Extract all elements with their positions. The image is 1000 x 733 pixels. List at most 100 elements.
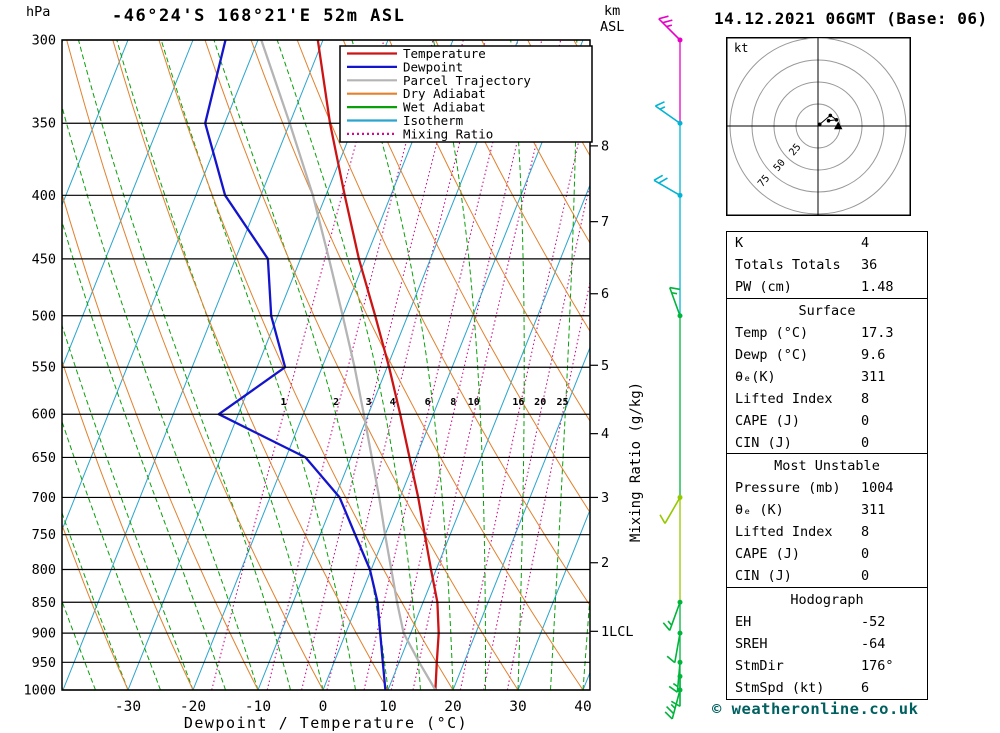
temp-tick-label: 30 [509, 699, 526, 715]
km-unit-label: km [604, 3, 620, 19]
mixing-ratio-label: 10 [468, 397, 480, 408]
index-value: 6 [861, 679, 870, 696]
km-tick-label: 5 [601, 358, 609, 374]
isotherm-line [127, 40, 389, 690]
storm-motion-marker [834, 121, 843, 130]
km-tick-label: 1LCL [601, 624, 634, 640]
isotherm-line [62, 40, 129, 207]
barb-half-feather [667, 620, 673, 626]
index-value: 9.6 [861, 346, 886, 363]
index-value: 1004 [861, 480, 894, 496]
hodograph-trace-point [834, 118, 839, 122]
index-label: StmSpd (kt) [735, 679, 825, 696]
pressure-tick-label: 700 [32, 490, 56, 506]
wet-adiabat-line [160, 40, 356, 690]
temp-tick-label: -20 [180, 699, 206, 715]
index-value: 36 [861, 257, 878, 273]
index-row: StmSpd (kt) 6 [727, 677, 927, 699]
asl-unit-label: ASL [600, 19, 624, 35]
mixing-ratio-label: 25 [556, 397, 568, 408]
wet-adiabat-line [582, 590, 590, 690]
index-label: EH [735, 613, 752, 630]
temp-tick-label: 0 [319, 699, 328, 715]
index-label: CAPE (J) [735, 412, 801, 429]
legend-label: Isotherm [403, 113, 463, 128]
legend-label: Parcel Trajectory [403, 73, 531, 88]
km-tick-label: 4 [601, 426, 609, 442]
pressure-tick-label: 650 [32, 450, 56, 466]
barb-staff [658, 18, 681, 41]
index-label: CAPE (J) [735, 546, 801, 562]
pressure-tick-label: 750 [32, 527, 56, 543]
x-axis-title: Dewpoint / Temperature (°C) [184, 714, 468, 732]
indices-box-title: Hodograph [790, 591, 864, 608]
index-label: θₑ (K) [735, 502, 784, 518]
index-value: 176° [861, 657, 894, 674]
isotherm-line [387, 183, 590, 690]
date-title: 14.12.2021 06GMT (Base: 06) [714, 9, 988, 28]
index-label: θₑ(K) [735, 368, 776, 385]
barb-staff [668, 287, 681, 317]
barb-feather [653, 174, 664, 182]
hodograph-trace-point [826, 118, 831, 123]
index-label: StmDir [735, 657, 784, 674]
mixing-ratio-label: 4 [390, 397, 396, 408]
legend-label: Temperature [403, 46, 486, 61]
index-value: 1.48 [861, 279, 894, 295]
indices-box-title: Surface [798, 302, 856, 319]
barb-staff [654, 105, 681, 124]
barb-feather [658, 177, 668, 184]
index-row: CIN (J) 0 [727, 432, 927, 454]
isotherm-line [62, 40, 259, 532]
index-label: Lifted Index [735, 524, 833, 540]
barb-feather [666, 655, 676, 664]
barb-half-feather [672, 682, 679, 688]
pressure-tick-label: 550 [32, 360, 56, 376]
pressure-tick-label: 900 [32, 626, 56, 642]
legend-label: Dry Adiabat [403, 86, 486, 101]
mixing-ratio-label: 20 [534, 397, 546, 408]
index-row: CAPE (J) 0 [727, 543, 927, 565]
barb-staff [664, 497, 681, 524]
barb-feather [664, 711, 673, 720]
index-value: 311 [861, 368, 886, 385]
wet-adiabat-line [62, 420, 161, 690]
hodograph-trace [819, 114, 838, 125]
index-row: θₑ (K) 311 [727, 499, 927, 521]
index-value: 8 [861, 524, 870, 540]
barb-staff [674, 632, 681, 663]
index-label: K [735, 235, 744, 251]
km-tick-label: 3 [601, 490, 609, 506]
index-value: 311 [861, 502, 886, 518]
indices-box-most-unstable: Most Unstable Pressure (mb) 1004 θₑ (K) 311 L… [726, 453, 928, 588]
mixing-ratio-label: 2 [333, 397, 339, 408]
dry-adiabat-line [435, 40, 590, 333]
index-value: 0 [861, 568, 870, 584]
pressure-tick-label: 400 [32, 188, 56, 204]
isotherm-line [192, 40, 454, 690]
index-row: Pressure (mb) 1004 [727, 477, 927, 499]
wet-adiabat-line [116, 40, 324, 690]
isotherm-line [517, 508, 590, 690]
wet-adiabat-line [62, 323, 194, 690]
index-row: CIN (J) 0 [727, 565, 927, 587]
indices-box-main: K 4 Totals Totals 36 PW (cm) 1.48 [726, 231, 928, 299]
index-row: Lifted Index 8 [727, 388, 927, 410]
barb-feather [658, 15, 669, 20]
barb-staff [671, 689, 681, 720]
temp-tick-label: -10 [245, 699, 271, 715]
legend-label: Dewpoint [403, 59, 463, 74]
mixing-ratio-label: 3 [366, 397, 372, 408]
pressure-tick-label: 800 [32, 562, 56, 578]
index-row: θₑ(K) 311 [727, 366, 927, 388]
barb-feather [662, 19, 673, 24]
hodograph-trace-point [828, 113, 833, 118]
index-row: Lifted Index 8 [727, 521, 927, 543]
index-label: SREH [735, 635, 768, 652]
mixing-ratio-label: 1 [280, 397, 286, 408]
isotherm-line [322, 40, 584, 690]
barb-feather [655, 101, 665, 107]
pressure-tick-label: 300 [32, 33, 56, 49]
index-value: 0 [861, 412, 870, 429]
